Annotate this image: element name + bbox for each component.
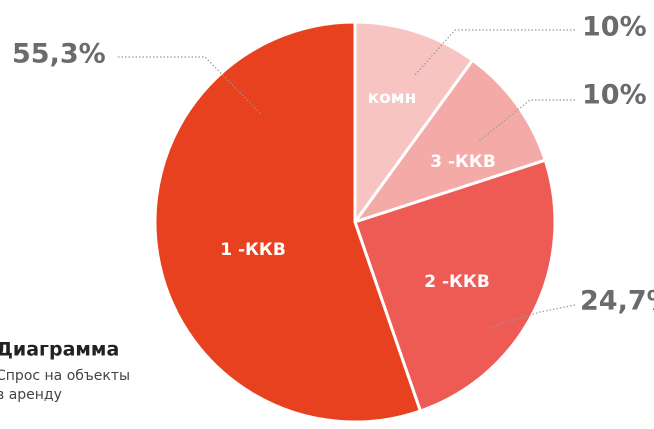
- slice-label: 2 -ККВ: [424, 272, 490, 292]
- value-label: 24,7%: [580, 286, 654, 317]
- leader-line: [414, 29, 575, 76]
- leader-line: [487, 304, 576, 329]
- chart-title: Диаграмма: [0, 339, 119, 361]
- slice-label: 1 -ККВ: [220, 240, 286, 260]
- chart-subtitle: в аренду: [0, 387, 62, 403]
- value-label: 10%: [582, 80, 647, 111]
- leader-line: [477, 99, 575, 143]
- pie-slice: [153, 20, 423, 424]
- leader-line: [118, 56, 263, 116]
- slice-label: комн: [368, 88, 417, 108]
- pie-slice: [351, 58, 548, 225]
- pie-slice: [353, 158, 557, 413]
- value-label: 10%: [582, 12, 647, 43]
- value-label: 55,3%: [12, 39, 106, 70]
- slice-label: 3 -ККВ: [430, 152, 496, 172]
- pie-slice: [353, 20, 475, 227]
- chart-subtitle: Спрос на объекты: [0, 368, 130, 384]
